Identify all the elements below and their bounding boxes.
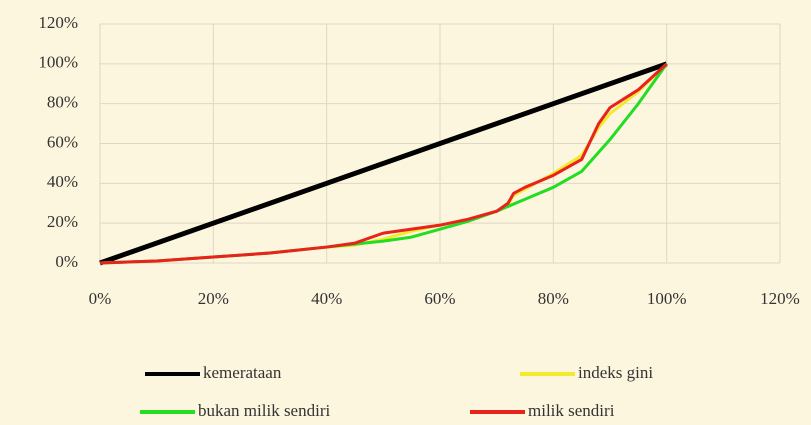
legend-label: indeks gini xyxy=(578,363,653,382)
chart: 0% 20% 40% 60% 80% 100% 120% 0% 20% 40% 60% 80% 100%… xyxy=(0,0,811,425)
y-tick-label: 40% xyxy=(47,172,78,191)
legend-label: bukan milik sendiri xyxy=(198,401,330,420)
legend-label: milik sendiri xyxy=(528,401,615,420)
y-tick-label: 60% xyxy=(47,132,78,151)
y-tick-label: 100% xyxy=(38,53,78,72)
y-tick-label: 20% xyxy=(47,212,78,231)
x-tick-label: 80% xyxy=(538,289,569,308)
x-tick-label: 60% xyxy=(424,289,455,308)
y-tick-label: 120% xyxy=(38,13,78,32)
x-tick-label: 20% xyxy=(198,289,229,308)
x-tick-label: 100% xyxy=(647,289,687,308)
y-tick-label: 80% xyxy=(47,93,78,112)
x-tick-label: 120% xyxy=(760,289,800,308)
legend-label: kemerataan xyxy=(203,363,282,382)
y-tick-label: 0% xyxy=(55,252,78,271)
x-tick-label: 0% xyxy=(89,289,112,308)
x-tick-label: 40% xyxy=(311,289,342,308)
